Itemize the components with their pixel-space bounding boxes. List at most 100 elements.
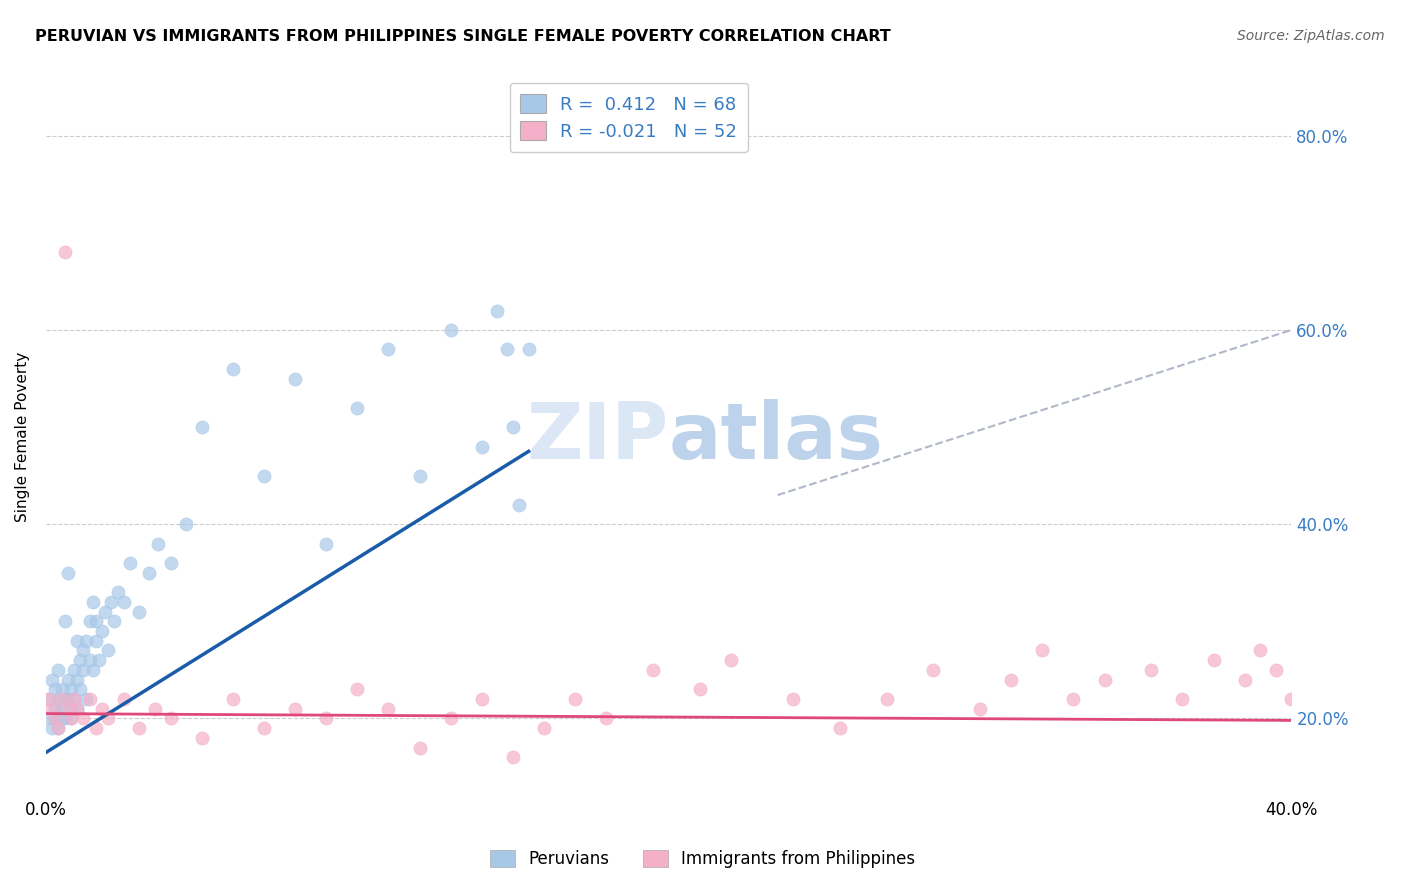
Text: PERUVIAN VS IMMIGRANTS FROM PHILIPPINES SINGLE FEMALE POVERTY CORRELATION CHART: PERUVIAN VS IMMIGRANTS FROM PHILIPPINES … bbox=[35, 29, 891, 44]
Point bbox=[969, 702, 991, 716]
Point bbox=[643, 663, 665, 677]
Point bbox=[63, 663, 86, 677]
Point bbox=[1140, 663, 1163, 677]
Point bbox=[79, 653, 101, 667]
Point bbox=[59, 682, 82, 697]
Point bbox=[69, 653, 91, 667]
Point bbox=[1281, 692, 1303, 706]
Y-axis label: Single Female Poverty: Single Female Poverty bbox=[15, 351, 30, 522]
Point bbox=[38, 692, 60, 706]
Point bbox=[112, 595, 135, 609]
Point bbox=[720, 653, 742, 667]
Point bbox=[143, 702, 166, 716]
Point bbox=[97, 643, 120, 657]
Point bbox=[91, 624, 114, 638]
Point bbox=[408, 740, 430, 755]
Point bbox=[533, 721, 555, 735]
Point bbox=[82, 663, 104, 677]
Point bbox=[1249, 643, 1271, 657]
Point bbox=[1264, 663, 1286, 677]
Point bbox=[63, 692, 86, 706]
Point bbox=[1063, 692, 1085, 706]
Legend: Peruvians, Immigrants from Philippines: Peruvians, Immigrants from Philippines bbox=[484, 843, 922, 875]
Point bbox=[72, 643, 94, 657]
Point bbox=[97, 711, 120, 725]
Point bbox=[38, 711, 60, 725]
Point bbox=[502, 750, 524, 764]
Point bbox=[63, 692, 86, 706]
Point bbox=[253, 468, 276, 483]
Point bbox=[79, 615, 101, 629]
Point bbox=[66, 633, 89, 648]
Point bbox=[38, 692, 60, 706]
Point bbox=[66, 702, 89, 716]
Point bbox=[922, 663, 945, 677]
Point bbox=[44, 711, 66, 725]
Point bbox=[82, 595, 104, 609]
Point bbox=[1171, 692, 1194, 706]
Point bbox=[44, 682, 66, 697]
Point bbox=[876, 692, 898, 706]
Point bbox=[51, 682, 73, 697]
Point bbox=[440, 323, 463, 337]
Point bbox=[44, 702, 66, 716]
Text: Source: ZipAtlas.com: Source: ZipAtlas.com bbox=[1237, 29, 1385, 43]
Point bbox=[471, 440, 494, 454]
Point bbox=[284, 702, 307, 716]
Point bbox=[253, 721, 276, 735]
Point bbox=[315, 536, 337, 550]
Point bbox=[1202, 653, 1225, 667]
Point bbox=[146, 536, 169, 550]
Point bbox=[59, 702, 82, 716]
Point bbox=[564, 692, 586, 706]
Point bbox=[315, 711, 337, 725]
Point bbox=[517, 343, 540, 357]
Point bbox=[75, 692, 97, 706]
Point bbox=[1031, 643, 1053, 657]
Point bbox=[75, 633, 97, 648]
Point bbox=[440, 711, 463, 725]
Point bbox=[84, 721, 107, 735]
Point bbox=[595, 711, 617, 725]
Point bbox=[128, 721, 150, 735]
Point bbox=[486, 303, 509, 318]
Point bbox=[100, 595, 122, 609]
Point bbox=[87, 653, 110, 667]
Point bbox=[53, 615, 76, 629]
Point bbox=[66, 673, 89, 687]
Point bbox=[69, 682, 91, 697]
Point bbox=[377, 343, 399, 357]
Point bbox=[56, 673, 79, 687]
Point bbox=[84, 633, 107, 648]
Point bbox=[408, 468, 430, 483]
Point bbox=[471, 692, 494, 706]
Point bbox=[782, 692, 804, 706]
Point bbox=[51, 692, 73, 706]
Point bbox=[828, 721, 851, 735]
Point bbox=[1000, 673, 1022, 687]
Point bbox=[66, 702, 89, 716]
Point bbox=[53, 245, 76, 260]
Point bbox=[84, 615, 107, 629]
Point bbox=[346, 401, 368, 415]
Point bbox=[689, 682, 711, 697]
Point bbox=[174, 517, 197, 532]
Point bbox=[41, 673, 63, 687]
Point bbox=[495, 343, 517, 357]
Point bbox=[53, 711, 76, 725]
Point bbox=[159, 711, 181, 725]
Point bbox=[59, 711, 82, 725]
Legend: R =  0.412   N = 68, R = -0.021   N = 52: R = 0.412 N = 68, R = -0.021 N = 52 bbox=[509, 83, 748, 152]
Point bbox=[118, 556, 141, 570]
Point bbox=[103, 615, 125, 629]
Point bbox=[79, 692, 101, 706]
Point bbox=[51, 702, 73, 716]
Point bbox=[346, 682, 368, 697]
Point bbox=[107, 585, 129, 599]
Point bbox=[502, 420, 524, 434]
Text: ZIP: ZIP bbox=[526, 399, 669, 475]
Point bbox=[284, 371, 307, 385]
Point bbox=[222, 361, 245, 376]
Point bbox=[138, 566, 160, 580]
Point bbox=[44, 711, 66, 725]
